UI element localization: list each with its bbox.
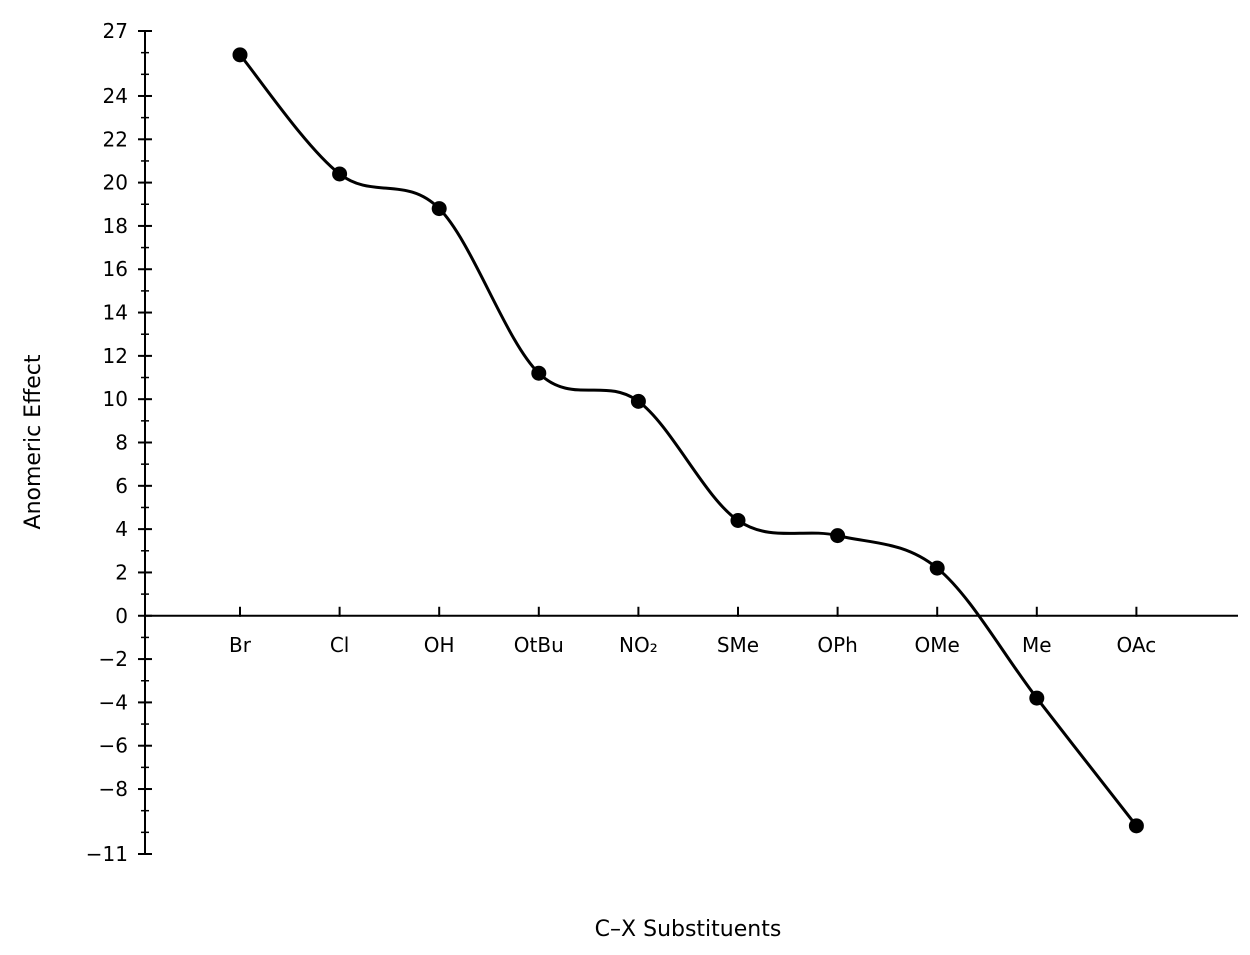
x-tick-label: NO₂ [619, 633, 658, 657]
y-tick-label: 4 [115, 517, 128, 541]
y-tick-label: 2 [115, 560, 128, 584]
y-tick-label: −11 [86, 842, 128, 866]
y-tick-label: 8 [115, 431, 128, 455]
y-axis-title: Anomeric Effect [21, 354, 46, 529]
x-tick-label: OMe [915, 633, 960, 657]
data-point [531, 365, 547, 381]
series [232, 47, 1144, 834]
data-point [630, 393, 646, 409]
x-tick-label: Br [229, 633, 252, 657]
x-tick-label: Me [1022, 633, 1052, 657]
y-tick-label: −8 [99, 777, 128, 801]
y-tick-label: 0 [115, 604, 128, 628]
y-tick-label: 27 [103, 19, 128, 43]
data-point [332, 166, 348, 182]
series-line [238, 53, 1138, 827]
data-point [730, 512, 746, 528]
y-tick-label: 24 [103, 84, 128, 108]
y-tick-label: 18 [103, 214, 128, 238]
data-point [1128, 818, 1144, 834]
y-tick-label: −4 [99, 690, 128, 714]
x-tick-label: OH [424, 633, 455, 657]
x-axis-title: C–X Substituents [595, 917, 782, 942]
y-tick-label: 20 [103, 171, 128, 195]
x-tick-label: OtBu [514, 633, 564, 657]
y-tick-label: 10 [103, 387, 128, 411]
y-tick-label: 14 [103, 301, 128, 325]
data-point [830, 528, 846, 544]
data-point [929, 560, 945, 576]
y-tick-label: −2 [99, 647, 128, 671]
x-axis: Br Cl OH OtBu NO₂ SMe OPh OMe Me OAc [145, 606, 1238, 657]
data-point [431, 201, 447, 217]
data-point [232, 47, 248, 63]
x-tick-label: Cl [330, 633, 350, 657]
x-tick-label: OAc [1117, 633, 1157, 657]
data-point [1029, 690, 1045, 706]
x-tick-label: SMe [717, 633, 759, 657]
y-tick-label: −6 [99, 734, 128, 758]
y-tick-label: 16 [103, 257, 128, 281]
x-tick-label: OPh [817, 633, 857, 657]
y-tick-label: 22 [103, 127, 128, 151]
y-tick-label: 12 [103, 344, 128, 368]
y-tick-label: 6 [115, 474, 128, 498]
